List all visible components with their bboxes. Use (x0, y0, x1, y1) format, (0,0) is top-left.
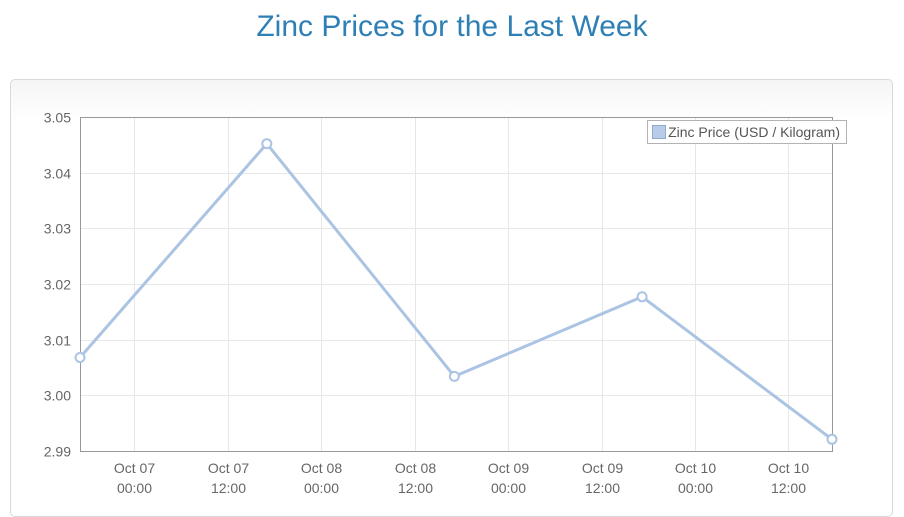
x-tick-label-time: 00:00 (117, 480, 152, 496)
x-tick-label-date: Oct 09 (582, 460, 623, 476)
page-title: Zinc Prices for the Last Week (256, 10, 648, 43)
x-tick-label-time: 12:00 (211, 480, 246, 496)
x-tick-label-time: 00:00 (304, 480, 339, 496)
data-point-marker[interactable] (448, 370, 460, 382)
x-tick-label-date: Oct 10 (768, 460, 809, 476)
y-tick-label: 3.04 (44, 166, 71, 182)
x-tick-label-date: Oct 07 (114, 460, 155, 476)
x-tick-label-date: Oct 08 (395, 460, 436, 476)
data-point-marker[interactable] (74, 352, 86, 363)
price-chart: Oct 07 00:00 Oct 07 12:00 Oct 08 00:00 Oct 08 1… (44, 110, 838, 496)
price-line (78, 142, 834, 441)
x-tick-label-date: Oct 09 (488, 460, 529, 476)
legend-label: Zinc Price (USD / Kilogram) (668, 124, 840, 140)
y-tick-label: 2.99 (44, 444, 71, 460)
x-tick-label-time: 12:00 (771, 480, 806, 496)
data-point-marker[interactable] (261, 138, 273, 150)
x-tick-label-time: 12:00 (585, 480, 620, 496)
x-tick-label-time: 12:00 (398, 480, 433, 496)
data-point-marker[interactable] (636, 291, 648, 303)
y-tick-label: 3.02 (44, 277, 71, 293)
y-tick-label: 3.03 (44, 221, 71, 237)
legend: Zinc Price (USD / Kilogram) (647, 120, 847, 144)
chart-panel: Oct 07 00:00 Oct 07 12:00 Oct 08 00:00 Oct 08 1… (10, 79, 893, 517)
x-tick-label-date: Oct 10 (675, 460, 716, 476)
y-tick-label: 3.00 (44, 388, 71, 404)
x-tick-label-date: Oct 07 (208, 460, 249, 476)
x-tick-label-time: 00:00 (491, 480, 526, 496)
y-tick-label: 3.05 (44, 110, 71, 126)
x-tick-label-date: Oct 08 (301, 460, 342, 476)
legend-swatch-icon (652, 125, 667, 139)
y-tick-label: 3.01 (44, 333, 71, 349)
x-tick-label-time: 00:00 (678, 480, 713, 496)
legend-item-zinc-price[interactable]: Zinc Price (USD / Kilogram) (647, 120, 847, 144)
data-point-marker[interactable] (826, 433, 838, 445)
plot-border (80, 117, 833, 452)
